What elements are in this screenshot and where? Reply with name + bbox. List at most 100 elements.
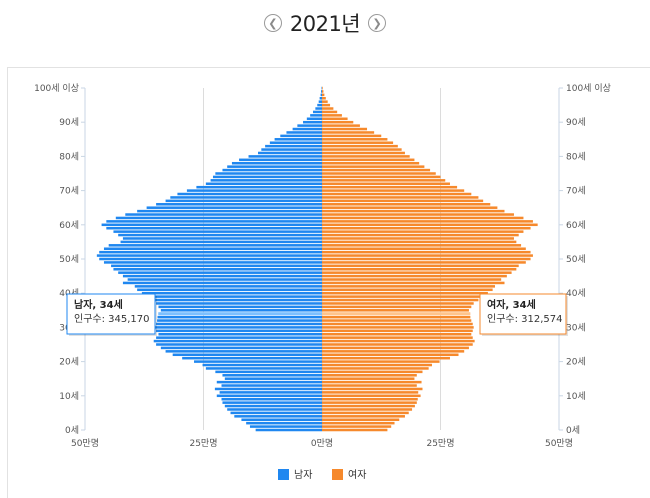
male-bar — [113, 268, 322, 271]
female-bar — [322, 388, 422, 391]
male-bar — [147, 206, 322, 209]
male-bar — [215, 388, 322, 391]
male-bar — [170, 196, 322, 199]
male-bar — [147, 295, 322, 298]
male-bar — [321, 90, 322, 93]
population-pyramid-chart: 0세0세10세10세20세20세30세30세40세40세50세50세60세60세… — [8, 68, 650, 494]
female-bar — [322, 206, 497, 209]
male-bar — [135, 285, 322, 288]
male-bar — [249, 155, 322, 158]
male-bar — [227, 408, 322, 411]
female-bar — [322, 261, 526, 264]
male-bar — [222, 401, 322, 404]
male-bar — [250, 425, 322, 428]
x-tick-label: 25만명 — [426, 438, 454, 449]
female-bar — [322, 336, 473, 339]
female-bar — [322, 299, 478, 302]
female-bar — [322, 391, 418, 394]
male-bar — [215, 172, 322, 175]
female-bar — [322, 309, 469, 312]
male-bar — [258, 152, 322, 155]
male-bar — [182, 357, 322, 360]
female-bar — [322, 189, 464, 192]
female-bar — [322, 165, 424, 168]
female-bar — [322, 237, 514, 240]
male-bar — [156, 203, 322, 206]
male-bar — [125, 213, 322, 216]
chevron-right-icon[interactable]: ❯ — [368, 14, 386, 32]
female-bar-highlight — [322, 312, 470, 315]
male-bar — [261, 148, 322, 151]
legend-label-male: 남자 — [294, 469, 312, 481]
female-bar — [322, 230, 523, 233]
male-bar — [319, 100, 322, 103]
y-tick-label-left: 100세 이상 — [34, 83, 79, 94]
y-tick-label-right: 80세 — [566, 151, 586, 162]
female-bar — [322, 354, 459, 357]
female-bar — [322, 340, 475, 343]
female-bar — [322, 408, 412, 411]
male-bar — [166, 350, 322, 353]
female-bar — [322, 282, 504, 285]
y-tick-label-right: 100세 이상 — [566, 83, 611, 94]
female-bar — [322, 213, 514, 216]
female-bar — [322, 271, 512, 274]
female-bar — [322, 401, 417, 404]
male-bar — [297, 124, 322, 127]
male-bar — [217, 395, 322, 398]
male-bar — [215, 371, 322, 374]
chevron-left-icon[interactable]: ❮ — [264, 14, 282, 32]
male-bar — [128, 278, 322, 281]
male-bar — [225, 405, 322, 408]
male-bar — [196, 186, 322, 189]
female-bar — [322, 395, 421, 398]
female-bar — [322, 357, 450, 360]
male-bar — [286, 131, 322, 134]
male-bar — [241, 418, 322, 421]
male-bar — [321, 94, 322, 97]
male-bar — [142, 292, 322, 295]
female-bar — [322, 412, 409, 415]
female-bar — [322, 333, 471, 336]
male-bar — [109, 244, 322, 247]
female-bar — [322, 377, 414, 380]
male-bar — [213, 176, 322, 179]
male-bar — [106, 227, 322, 230]
male-bar — [158, 333, 322, 336]
female-bar — [322, 152, 405, 155]
y-tick-label-left: 60세 — [59, 220, 79, 231]
male-bar — [157, 319, 322, 322]
y-tick-label-left: 10세 — [59, 391, 79, 402]
male-bar — [161, 309, 322, 312]
male-bar — [106, 220, 322, 223]
male-bar — [211, 179, 322, 182]
female-bar — [322, 292, 488, 295]
male-bar — [156, 336, 322, 339]
female-bar — [322, 381, 422, 384]
male-bar — [104, 261, 322, 264]
female-bar — [322, 172, 436, 175]
female-tooltip-body: 인구수: 312,574 — [487, 313, 563, 325]
male-bar — [118, 271, 322, 274]
female-bar — [322, 203, 490, 206]
female-bar — [322, 176, 441, 179]
female-bar — [322, 220, 533, 223]
x-tick-label: 0만명 — [311, 438, 333, 449]
legend-swatch-female — [332, 469, 343, 480]
female-bar — [322, 135, 381, 138]
male-bar — [123, 275, 322, 278]
male-bar — [137, 210, 322, 213]
male-bar — [203, 364, 322, 367]
male-bar — [137, 289, 322, 292]
female-bar — [322, 398, 418, 401]
male-bar — [280, 135, 322, 138]
male-bar — [232, 162, 322, 165]
female-bar — [322, 124, 360, 127]
male-bar — [99, 251, 322, 254]
male-bar — [222, 398, 322, 401]
y-tick-label-right: 90세 — [566, 117, 586, 128]
y-tick-label-right: 0세 — [566, 425, 580, 436]
y-tick-label-right: 60세 — [566, 220, 586, 231]
female-bar — [322, 247, 526, 250]
y-tick-label-right: 70세 — [566, 186, 586, 197]
